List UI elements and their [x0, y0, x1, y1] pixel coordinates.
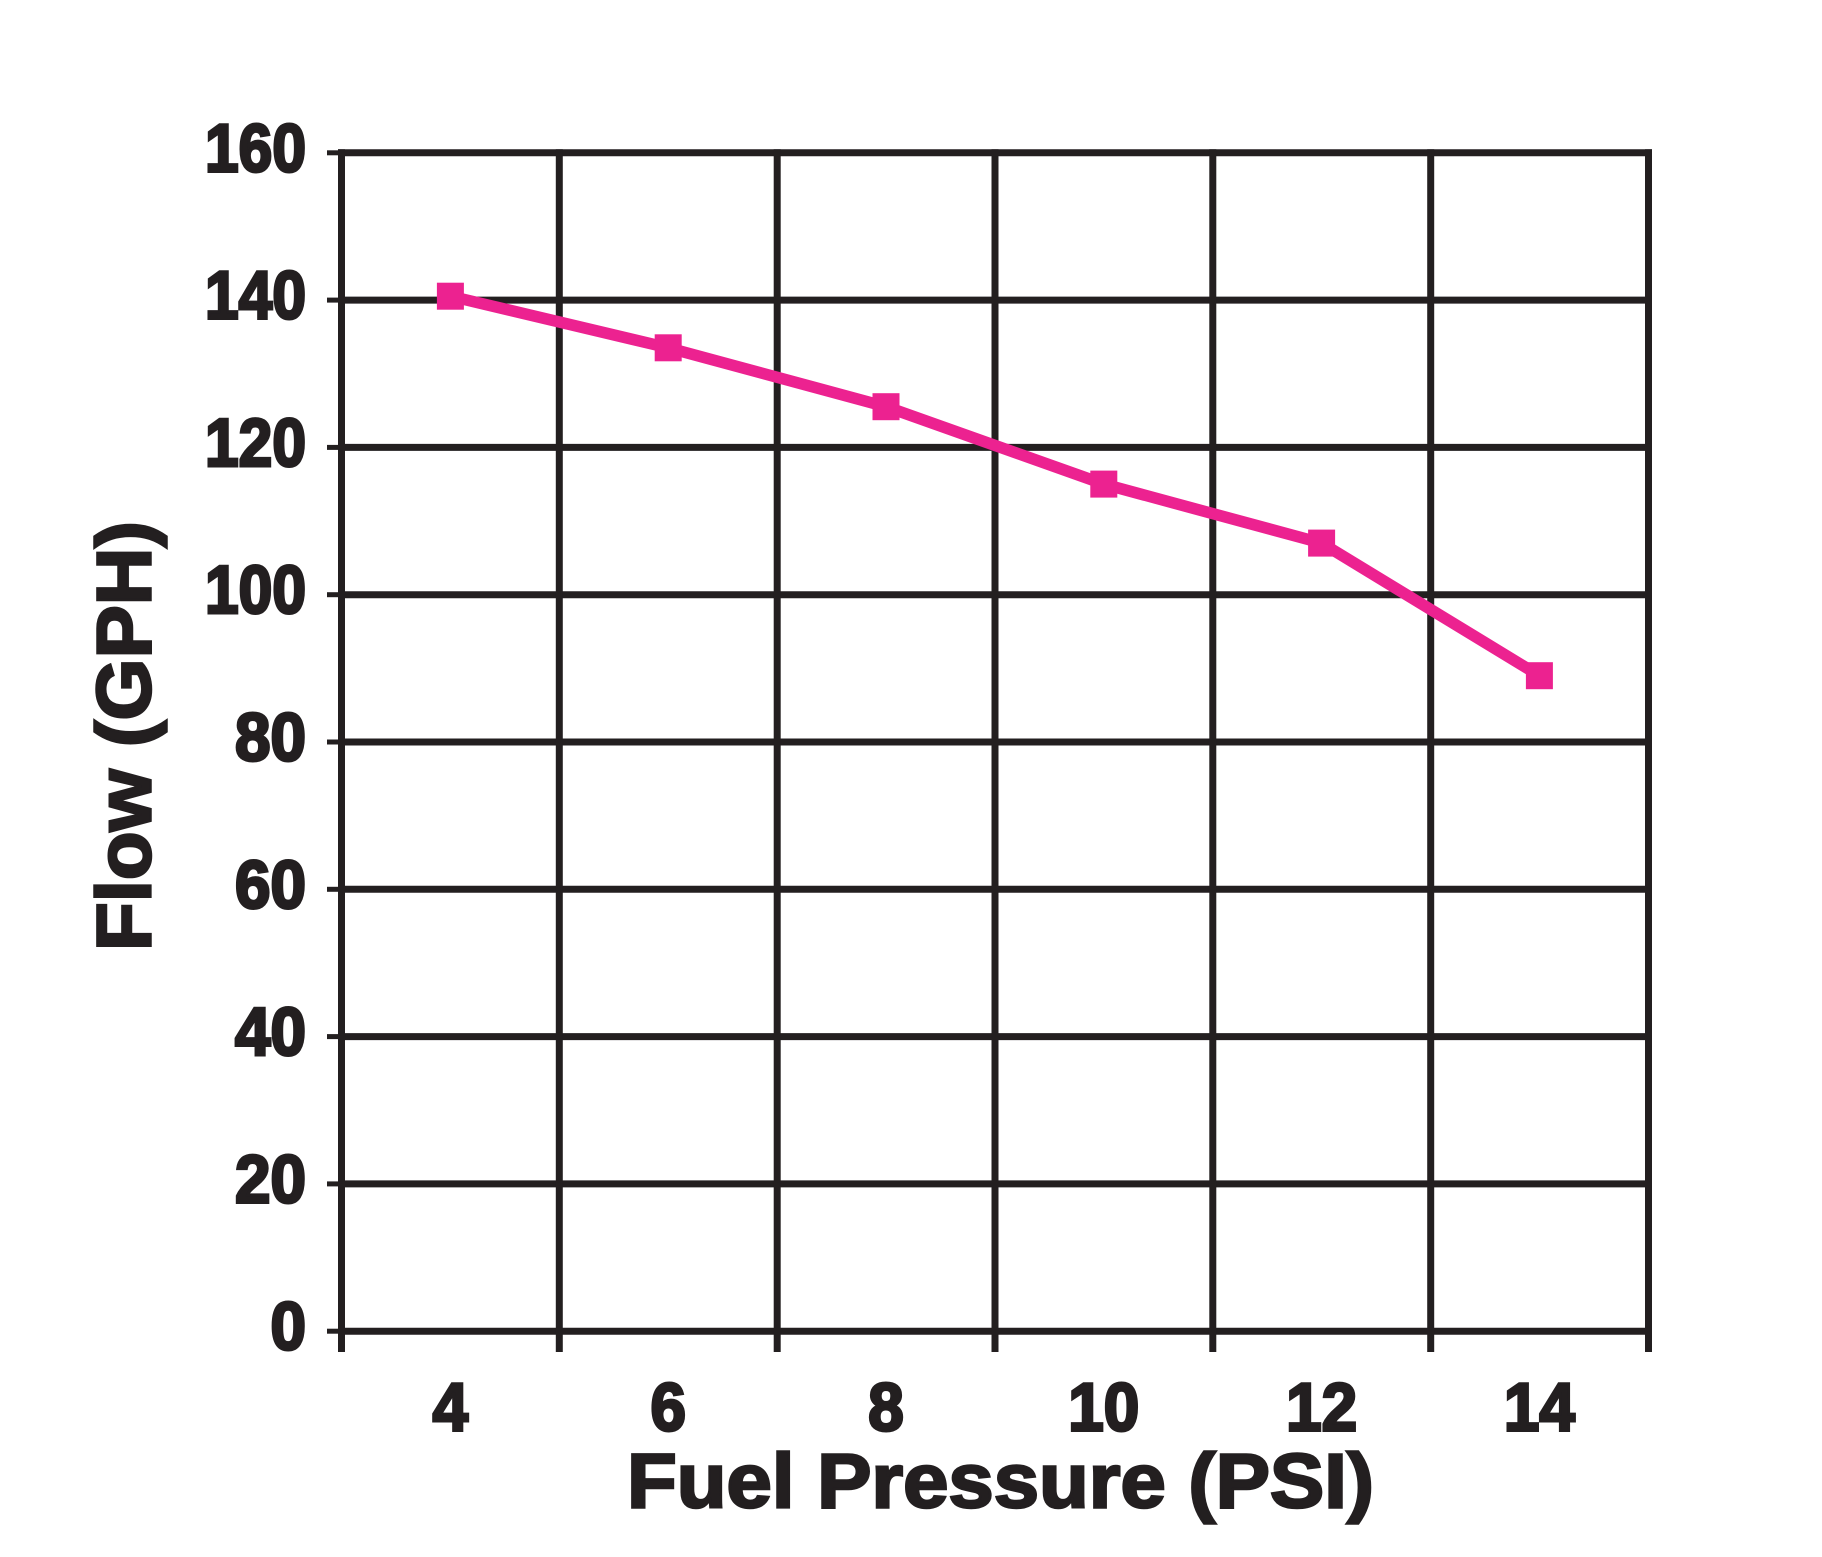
svg-text:60: 60 — [235, 847, 306, 923]
svg-text:4: 4 — [433, 1370, 469, 1446]
svg-text:80: 80 — [235, 700, 306, 776]
svg-text:Flow (GPH): Flow (GPH) — [82, 521, 168, 951]
svg-text:6: 6 — [650, 1370, 686, 1446]
svg-text:0: 0 — [271, 1289, 307, 1365]
svg-text:40: 40 — [235, 994, 306, 1070]
svg-text:10: 10 — [1068, 1370, 1139, 1446]
svg-text:100: 100 — [205, 552, 306, 628]
svg-text:14: 14 — [1504, 1370, 1575, 1446]
svg-text:140: 140 — [205, 258, 306, 334]
svg-text:160: 160 — [205, 110, 306, 186]
svg-text:8: 8 — [868, 1370, 904, 1446]
svg-text:120: 120 — [205, 405, 306, 481]
svg-text:12: 12 — [1286, 1370, 1357, 1446]
svg-text:20: 20 — [235, 1141, 306, 1217]
svg-text:Fuel Pressure (PSI): Fuel Pressure (PSI) — [627, 1439, 1374, 1525]
